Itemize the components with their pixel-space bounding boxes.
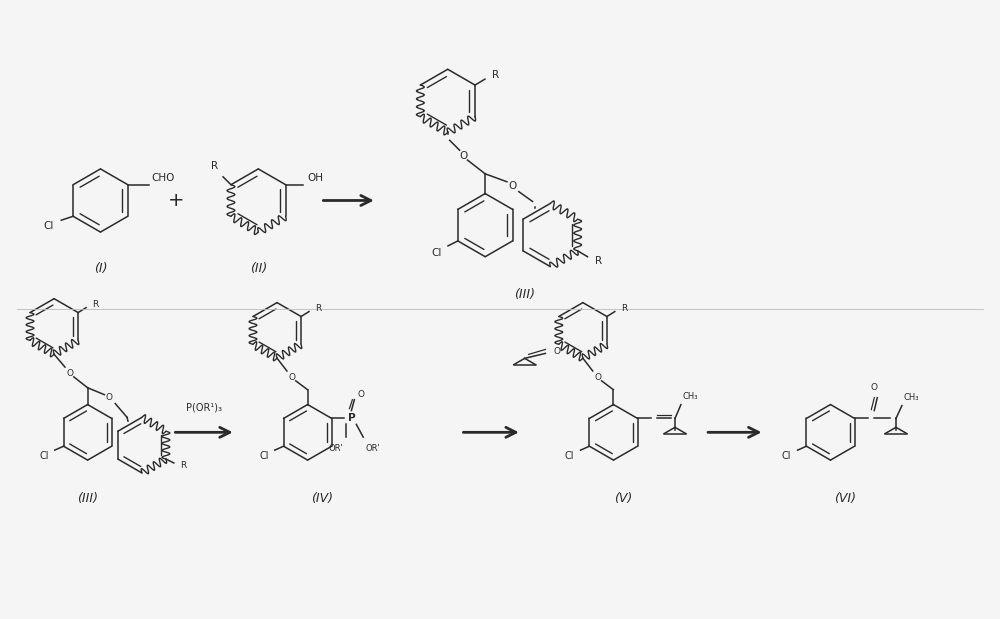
Text: CH₃: CH₃ <box>683 392 698 400</box>
Text: Cl: Cl <box>39 451 49 461</box>
Text: (VI): (VI) <box>834 491 856 504</box>
Text: O: O <box>509 181 517 191</box>
Text: O: O <box>871 383 878 392</box>
Text: OH: OH <box>307 173 323 183</box>
Text: OR': OR' <box>329 444 344 453</box>
Text: O: O <box>553 347 560 356</box>
Text: Cl: Cl <box>565 451 574 461</box>
Text: (III): (III) <box>77 491 98 504</box>
Text: O: O <box>357 390 364 399</box>
Text: R: R <box>211 161 218 171</box>
Text: R: R <box>180 461 186 470</box>
Text: OR': OR' <box>365 444 380 453</box>
Text: O: O <box>66 370 73 378</box>
Text: R: R <box>315 304 321 313</box>
Text: R: R <box>492 70 499 80</box>
Text: (IV): (IV) <box>311 491 333 504</box>
Text: CHO: CHO <box>151 173 175 183</box>
Text: R: R <box>595 256 603 266</box>
Text: O: O <box>106 393 113 402</box>
Text: +: + <box>168 191 185 210</box>
Text: Cl: Cl <box>431 248 441 258</box>
Text: O: O <box>288 373 295 383</box>
Text: Cl: Cl <box>43 221 54 231</box>
Text: (V): (V) <box>614 491 632 504</box>
Text: (II): (II) <box>250 262 267 275</box>
Text: P(OR¹)₃: P(OR¹)₃ <box>186 402 222 413</box>
Text: O: O <box>459 151 468 161</box>
Text: P: P <box>348 413 355 423</box>
Text: Cl: Cl <box>782 451 791 461</box>
Text: R: R <box>621 304 627 313</box>
Text: R: R <box>92 300 98 309</box>
Text: Cl: Cl <box>259 451 269 461</box>
Text: (III): (III) <box>514 288 535 301</box>
Text: CH₃: CH₃ <box>904 392 919 402</box>
Text: O: O <box>594 373 601 383</box>
Text: (I): (I) <box>94 262 107 275</box>
